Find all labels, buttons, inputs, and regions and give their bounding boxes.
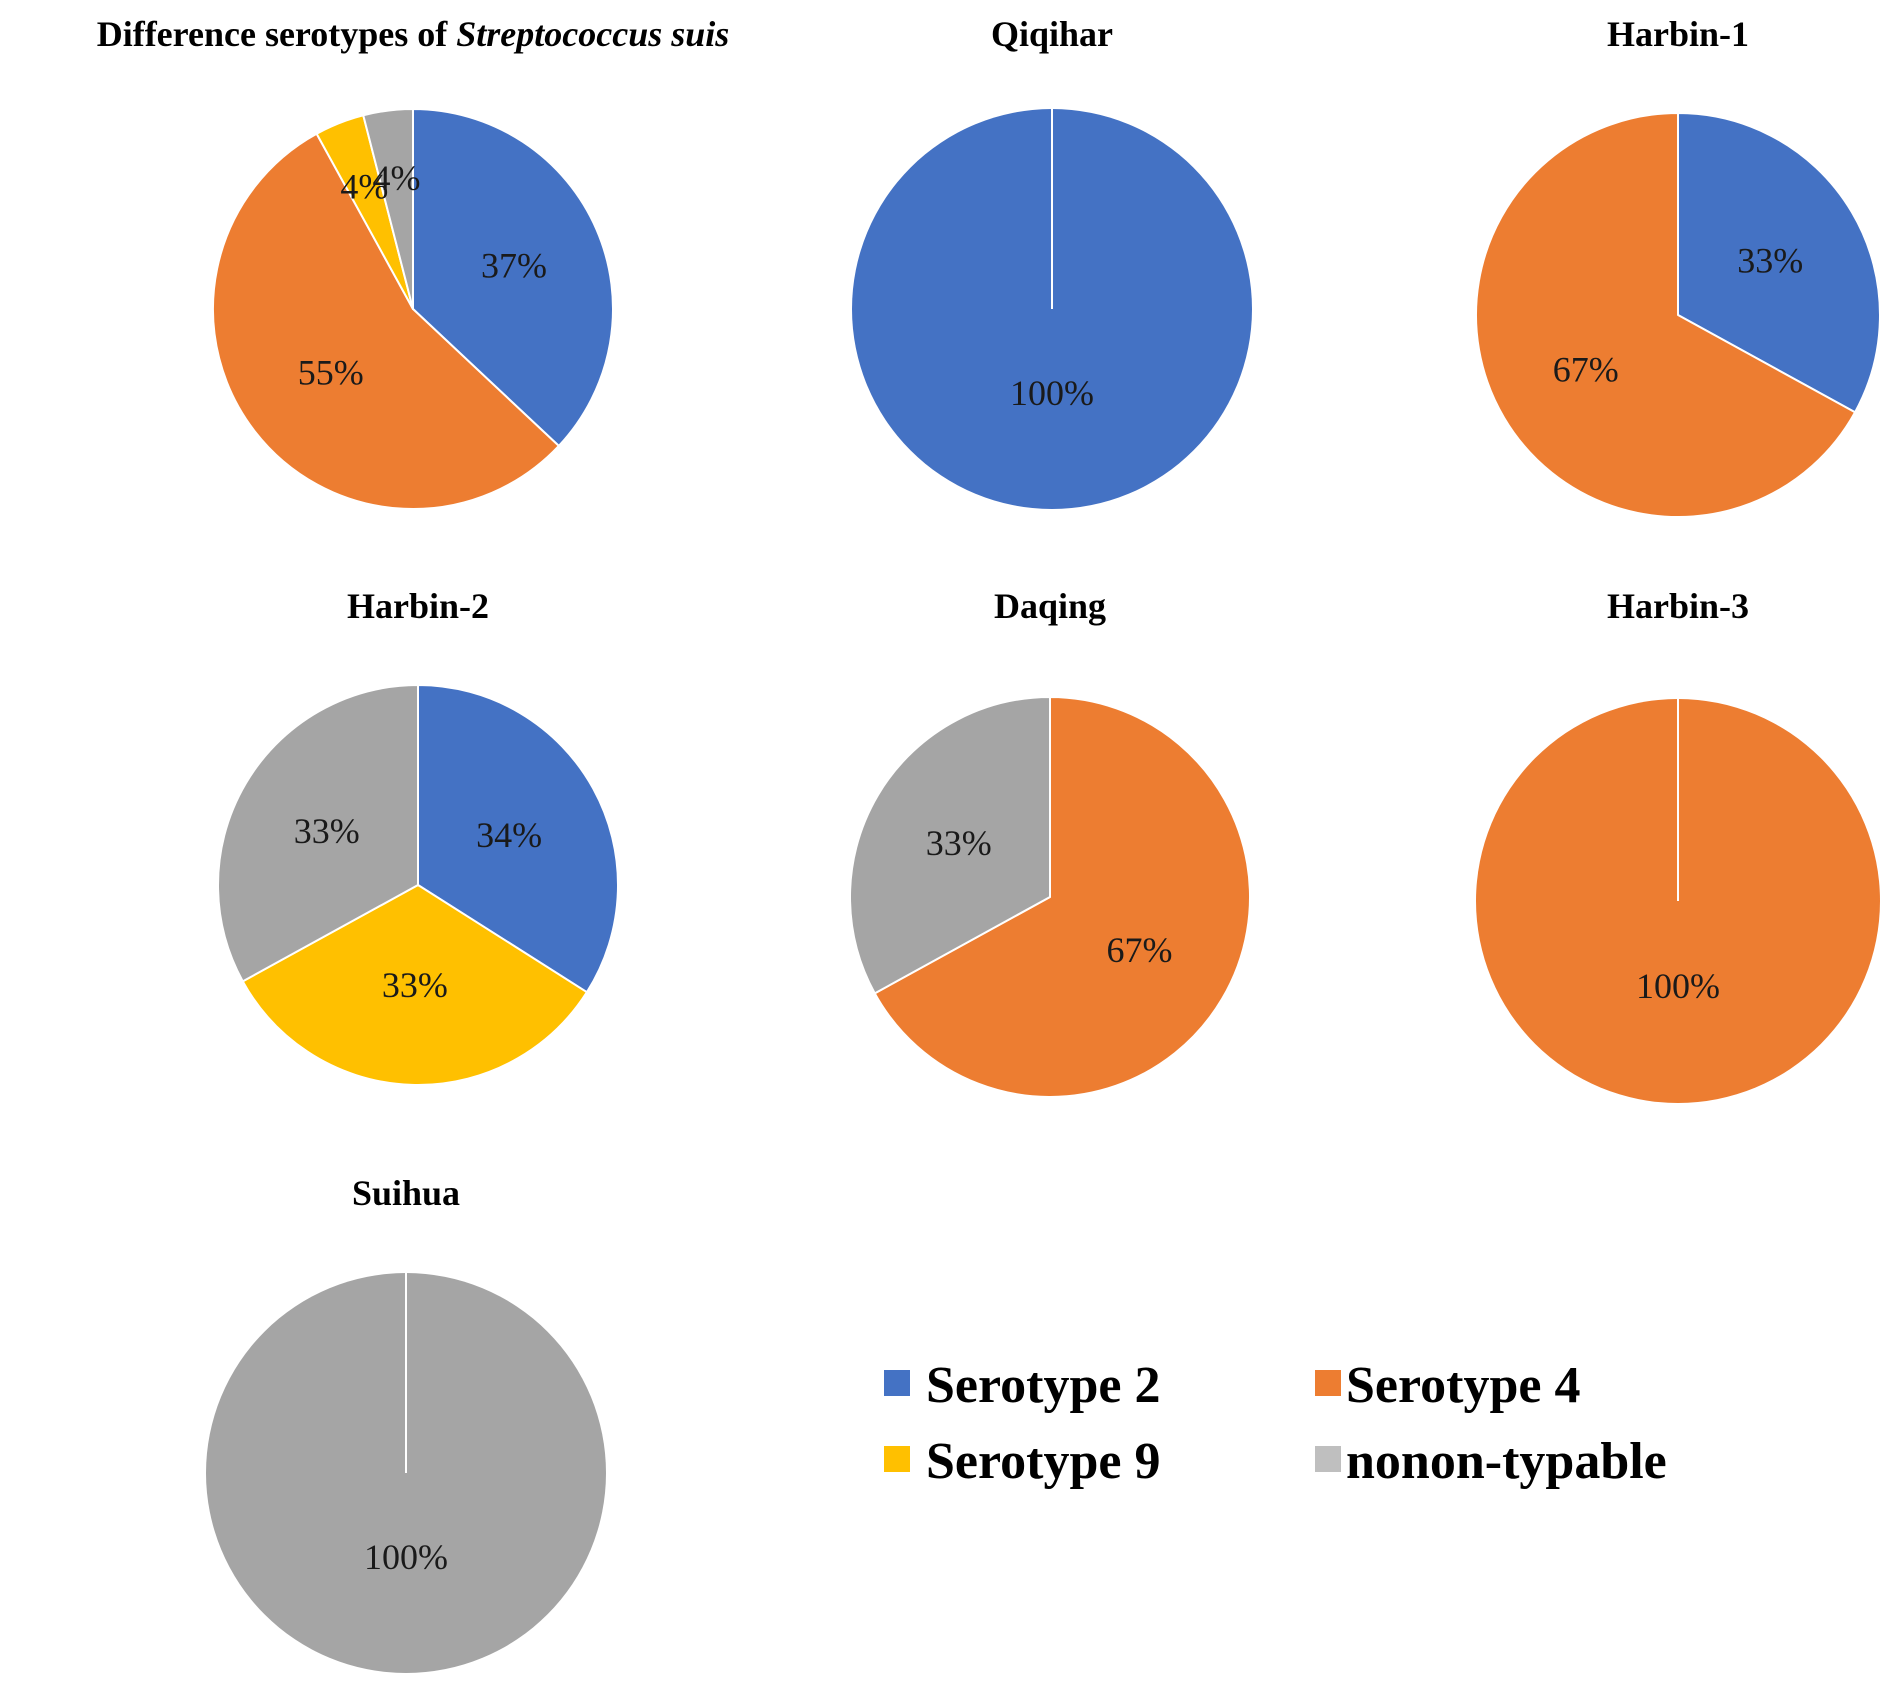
pie-chart-harbin-3: Harbin-3 100%	[1476, 586, 1880, 1103]
legend-swatch-nonon-typable	[1315, 1446, 1341, 1472]
chart-title-text: Difference serotypes of	[97, 14, 457, 54]
pie-slice-serotype-2	[1677, 112, 1881, 414]
legend-label-nonon-typable: nonon-typable	[1346, 1433, 1667, 1490]
chart-title-harbin-3: Harbin-3	[1607, 586, 1749, 626]
slice-label-serotype-2: 37%	[481, 245, 547, 285]
legend-item-serotype-2: Serotype 2	[884, 1357, 1160, 1414]
legend: Serotype 2 Serotype 4 Serotype 9 nonon-t…	[884, 1357, 1667, 1490]
slice-label-nonon-typable: 33%	[294, 811, 360, 851]
pie-chart-suihua: Suihua 100%	[206, 1173, 606, 1673]
chart-title-suihua: Suihua	[352, 1173, 460, 1213]
slice-label-nonon-typable: 100%	[364, 1537, 448, 1577]
legend-swatch-serotype-9	[884, 1446, 910, 1472]
slice-label-serotype-4: 100%	[1636, 966, 1720, 1006]
pie-slice-serotype-2	[412, 108, 614, 447]
pie-chart-harbin-1: Harbin-1 33% 67%	[1475, 14, 1881, 518]
slice-label-nonon-typable: 4%	[373, 158, 421, 198]
pie-slice-nonon-typable	[217, 684, 419, 983]
chart-title-harbin-1: Harbin-1	[1607, 14, 1749, 54]
pie-slice-serotype-4	[873, 696, 1251, 1098]
charts-layer: Difference serotypes of Streptococcus su…	[97, 14, 1881, 1673]
chart-title-harbin-2: Harbin-2	[347, 586, 489, 626]
pie-slice-serotype-4	[1475, 112, 1857, 518]
pie-slice-serotype-4	[212, 132, 560, 511]
pie-chart-overall: Difference serotypes of Streptococcus su…	[97, 14, 730, 511]
legend-label-serotype-9: Serotype 9	[926, 1433, 1160, 1490]
legend-label-serotype-2: Serotype 2	[926, 1357, 1160, 1414]
slice-label-serotype-9: 33%	[382, 965, 448, 1005]
legend-item-nonon-typable: nonon-typable	[1315, 1433, 1667, 1490]
slice-label-serotype-2: 100%	[1010, 373, 1094, 413]
pie-slice-nonon-typable	[849, 696, 1051, 995]
chart-title-italic-text: Streptococcus suis	[456, 14, 729, 54]
legend-swatch-serotype-2	[884, 1370, 910, 1396]
legend-item-serotype-4: Serotype 4	[1315, 1357, 1580, 1414]
pie-slice-nonon-typable	[362, 108, 414, 310]
chart-title-overall: Difference serotypes of Streptococcus su…	[97, 14, 730, 54]
slice-label-serotype-2: 33%	[1737, 241, 1803, 281]
pie-chart-qiqihar: Qiqihar 100%	[852, 14, 1252, 509]
slice-label-nonon-typable: 33%	[926, 823, 992, 863]
pie-chart-daqing: Daqing 67% 33%	[849, 586, 1251, 1098]
legend-swatch-serotype-4	[1315, 1370, 1341, 1396]
pie-slice-serotype-2	[417, 684, 619, 994]
slice-label-serotype-2: 34%	[476, 815, 542, 855]
slice-label-serotype-4: 55%	[298, 353, 364, 393]
slice-label-serotype-9: 4%	[340, 166, 388, 206]
chart-title-qiqihar: Qiqihar	[991, 14, 1113, 54]
slice-label-serotype-4: 67%	[1107, 930, 1173, 970]
slice-label-serotype-4: 67%	[1553, 350, 1619, 390]
legend-label-serotype-4: Serotype 4	[1346, 1357, 1580, 1414]
chart-title-daqing: Daqing	[994, 586, 1106, 626]
pie-chart-harbin-2: Harbin-2 34% 33% 33%	[217, 586, 619, 1086]
legend-item-serotype-9: Serotype 9	[884, 1433, 1160, 1490]
